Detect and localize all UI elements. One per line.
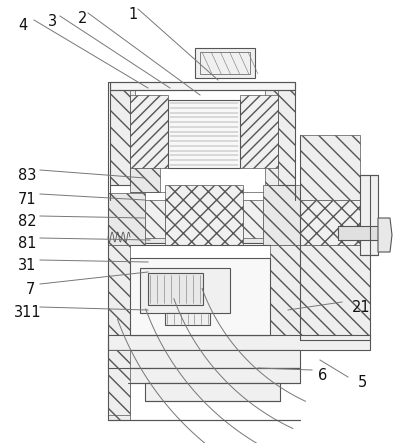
Polygon shape (130, 95, 168, 168)
Text: 83: 83 (18, 168, 36, 183)
Text: 311: 311 (14, 305, 42, 320)
Text: 31: 31 (18, 258, 36, 273)
Polygon shape (108, 193, 145, 245)
Polygon shape (108, 368, 130, 415)
Polygon shape (145, 200, 165, 238)
Polygon shape (110, 85, 135, 185)
Text: 3: 3 (48, 14, 57, 29)
Polygon shape (243, 200, 263, 238)
Polygon shape (130, 168, 160, 192)
Bar (165, 313, 210, 325)
Polygon shape (300, 200, 360, 245)
Bar (168, 100, 240, 168)
Polygon shape (263, 185, 300, 245)
Bar (108, 350, 300, 368)
Polygon shape (300, 135, 360, 200)
Text: 4: 4 (18, 18, 27, 33)
Polygon shape (265, 85, 295, 185)
Polygon shape (108, 245, 130, 335)
Text: 6: 6 (318, 368, 327, 383)
Text: 2: 2 (78, 11, 88, 26)
Bar (130, 258, 270, 335)
Text: 7: 7 (26, 282, 35, 297)
Bar (145, 383, 280, 401)
Text: 81: 81 (18, 236, 36, 251)
Bar (108, 225, 338, 243)
Polygon shape (378, 218, 392, 252)
Polygon shape (270, 245, 300, 335)
Text: 71: 71 (18, 192, 36, 207)
Bar (148, 273, 203, 305)
Bar (200, 52, 250, 74)
Bar (140, 268, 230, 313)
Bar (108, 335, 370, 350)
Bar (360, 175, 378, 255)
Text: 82: 82 (18, 214, 36, 229)
Polygon shape (108, 350, 130, 420)
Bar (110, 82, 295, 90)
Polygon shape (240, 95, 278, 168)
Text: 5: 5 (358, 375, 367, 390)
Text: 21: 21 (352, 300, 371, 315)
Bar (128, 368, 300, 383)
Text: 1: 1 (128, 7, 137, 22)
Bar (338, 226, 380, 240)
Bar (195, 48, 255, 78)
Polygon shape (165, 185, 243, 245)
Polygon shape (300, 245, 370, 340)
